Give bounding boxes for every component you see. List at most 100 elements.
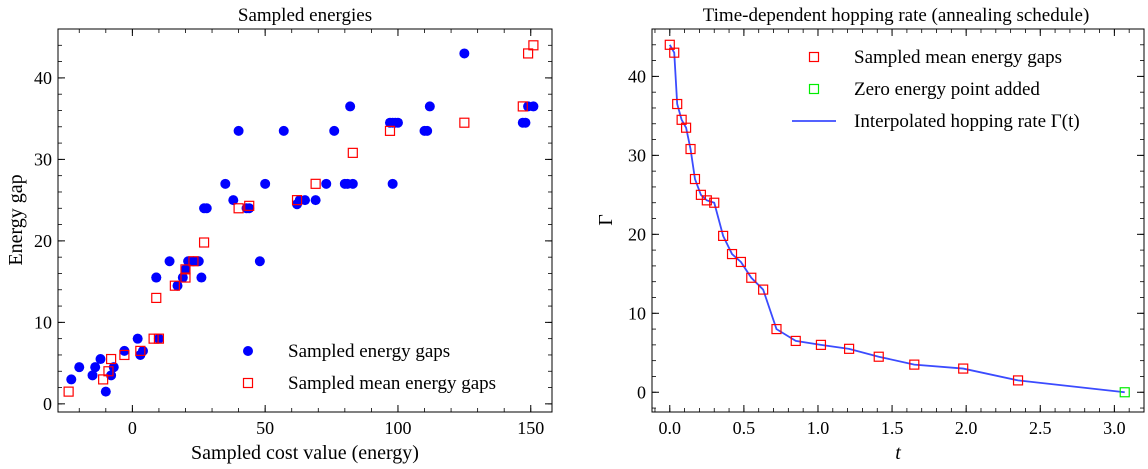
data-point [188,256,199,267]
data-point [233,125,244,136]
data-point [244,203,255,214]
data-point [909,359,920,370]
data-point [689,173,701,185]
data-point [151,272,162,283]
axis-ticks: 0.0 0.5 1.0 1.5 2.0 2.5 3.0 0 10 20 30 40 [628,28,1144,438]
data-point [98,374,109,385]
legend: Sampled energy gaps Sampled mean energy g… [242,341,496,394]
data-point [260,178,271,189]
data-point [153,333,164,344]
data-point [520,117,531,128]
data-point [685,143,696,155]
data-point [735,256,747,268]
legend-marker [242,377,254,389]
data-point [87,370,98,381]
data-point [164,256,175,267]
y-tick-label: 10 [34,312,52,332]
data-point [726,248,738,260]
data-point [108,362,119,373]
chart-sampled-energies: Sampled energies 0 50 100 150 0 10 20 30 40 Samp… [5,5,553,464]
data-point [137,345,148,356]
data-point [196,272,207,283]
data-point [132,333,143,344]
data-point [278,125,289,136]
data-point [291,195,303,206]
y-tick-label: 40 [628,66,646,86]
legend-marker [808,83,820,95]
x-tick-label: 2.0 [955,418,978,438]
plot-frame [57,28,553,413]
data-point [100,386,111,397]
axis-ticks: 0 50 100 150 0 10 20 30 40 [34,28,552,438]
data-point [695,189,707,200]
data-point [517,101,528,112]
data-point [758,284,769,295]
legend-label: Zero energy point added [854,79,1040,100]
data-point [177,272,188,283]
data-point [347,178,358,189]
y-tick-label: 40 [34,68,52,88]
data-point [815,339,827,350]
data-point [387,178,398,189]
legend-marker [808,51,820,63]
data-point [300,195,310,206]
data-point [193,256,204,267]
legend-label: Interpolated hopping rate Γ(t) [854,111,1080,132]
data-point [198,237,210,248]
chart-hopping-rate: Time-dependent hopping rate (annealing s… [595,5,1145,464]
data-point [233,203,244,214]
data-marks [63,40,539,397]
data-point [843,343,855,354]
data-point [106,353,117,365]
data-point [680,122,692,133]
data-point [135,345,146,356]
data-point [528,40,539,51]
data-point [90,362,101,373]
data-point [746,272,757,283]
x-tick-label: 50 [256,418,274,438]
legend-label: Sampled mean energy gaps [288,373,496,394]
data-point [74,362,85,373]
legend-label: Sampled energy gaps [288,341,450,362]
x-tick-label: 2.5 [1029,418,1052,438]
data-point [701,195,712,206]
data-point [672,98,683,110]
data-point [310,195,321,206]
data-point [459,48,470,59]
y-tick-label: 0 [43,394,52,414]
data-point [718,230,729,241]
data-point [424,101,435,112]
data-point [347,147,358,158]
data-point [172,280,183,291]
data-point [345,101,356,112]
data-point [201,203,212,214]
data-point [148,333,159,344]
data-point [66,374,77,385]
data-point [254,256,265,267]
y-axis-label: Energy gap [5,174,27,265]
y-tick-label: 20 [628,224,646,244]
legend-label: Sampled mean energy gaps [854,47,1062,68]
data-point [392,117,403,128]
x-tick-label: 0.0 [659,418,682,438]
data-point [321,178,332,189]
y-tick-label: 30 [34,149,52,169]
x-tick-label: 1.0 [807,418,830,438]
data-point [180,264,191,275]
data-point [790,335,801,347]
data-point [528,101,539,112]
x-tick-label: 150 [517,418,544,438]
data-point [220,178,231,189]
data-point [151,292,162,304]
data-point [180,264,191,275]
y-axis-label: Γ [595,214,617,226]
y-tick-label: 0 [637,382,646,402]
y-tick-label: 10 [628,303,646,323]
data-point [119,349,130,361]
x-tick-label: 100 [384,418,411,438]
data-point [522,48,534,59]
data-point [669,47,680,58]
data-point [103,366,114,377]
legend-marker [243,346,253,356]
data-point [771,323,782,335]
